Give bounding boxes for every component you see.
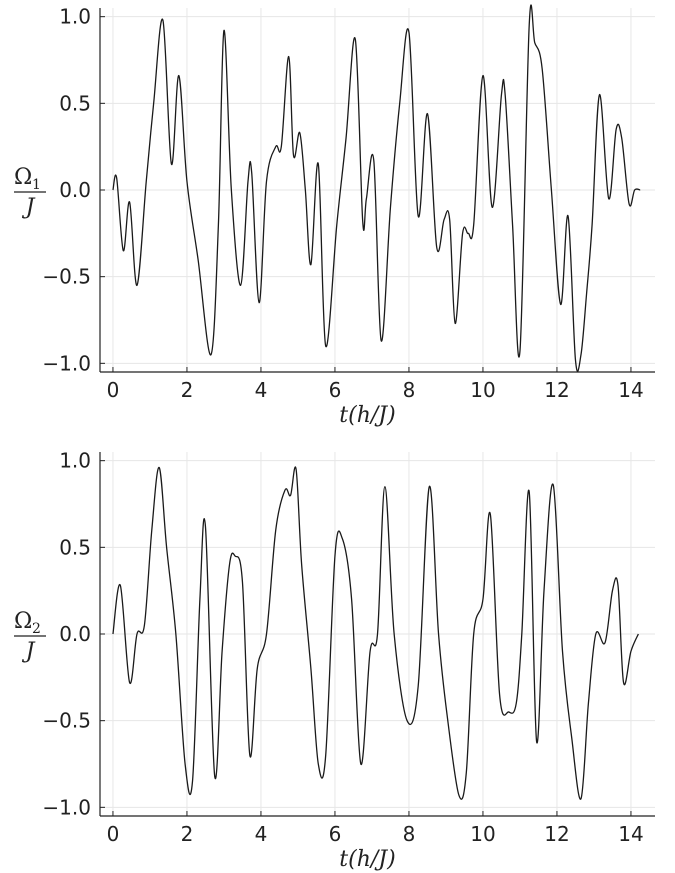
- chart-panel-2: 0 2 4 6 8 10 12 141.00.50.0−0.5−1.0t(h/J)Ω 2J: [14, 449, 655, 872]
- y-axis-label-denominator: J: [22, 639, 36, 664]
- x-tick-label: 12: [544, 822, 569, 846]
- x-tick-label: 10: [470, 822, 495, 846]
- x-tick-label: 8: [403, 822, 416, 846]
- x-tick-label: 2: [181, 378, 194, 402]
- y-tick-label: 1.0: [59, 5, 91, 29]
- y-axis-label-subscript: 2: [32, 621, 41, 637]
- x-tick-label: 4: [255, 822, 268, 846]
- chart-panel-1: 0 2 4 6 8 10 12 14 1.0 0.5 0.0 −0.5 −1.0 t(h/J) Ω 1 J: [14, 4, 655, 428]
- y-axis-label: Ω 2 J: [14, 609, 46, 664]
- y-tick-label: −0.5: [42, 265, 91, 289]
- series-line-omega2: [112, 466, 639, 800]
- y-axis-label-denominator: J: [22, 195, 36, 220]
- x-tick-label: 0: [107, 822, 120, 846]
- y-tick-label: −1.0: [42, 351, 91, 375]
- y-tick-label: 1.0: [59, 449, 91, 473]
- y-axis-label-numerator: Ω: [14, 609, 32, 634]
- x-axis-label: t(h/J): [339, 403, 395, 428]
- y-tick-label: 0.5: [59, 535, 91, 559]
- series-line-omega1: [112, 4, 641, 372]
- y-axis-label: Ω 1 J: [14, 165, 46, 220]
- y-tick-label: 0.0: [59, 178, 91, 202]
- x-tick-label: 10: [470, 378, 495, 402]
- x-tick-label: 6: [329, 822, 342, 846]
- x-tick-label: 6: [329, 378, 342, 402]
- x-tick-label: 12: [544, 378, 569, 402]
- y-tick-label: 0.5: [59, 91, 91, 115]
- x-axis-label: t(h/J): [339, 847, 395, 872]
- y-tick-label: 0.0: [59, 622, 91, 646]
- y-axis-label-subscript: 1: [32, 177, 41, 193]
- y-axis-label-numerator: Ω: [14, 165, 32, 190]
- x-tick-label: 4: [255, 378, 268, 402]
- x-tick-label: 14: [618, 822, 643, 846]
- x-tick-label: 2: [181, 822, 194, 846]
- y-tick-label: −1.0: [42, 795, 91, 819]
- x-tick-label: 14: [618, 378, 643, 402]
- x-tick-label: 0: [107, 378, 120, 402]
- y-tick-label: −0.5: [42, 709, 91, 733]
- x-tick-label: 8: [403, 378, 416, 402]
